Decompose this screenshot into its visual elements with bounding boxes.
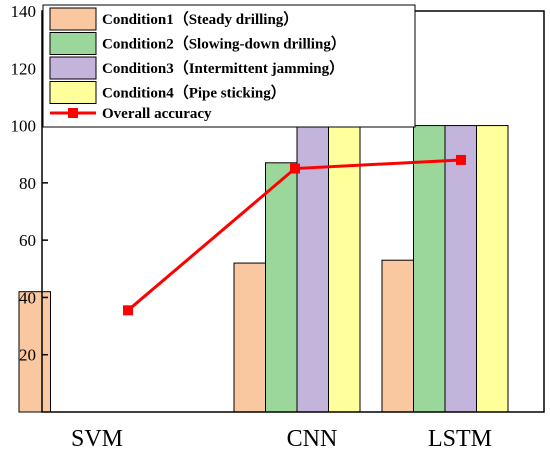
y-tick-label-20: 20: [19, 346, 36, 365]
overall-accuracy-point-cnn: [290, 163, 300, 174]
overall-accuracy-point-lstm: [456, 154, 466, 165]
x-category-label-cnn: CNN: [287, 426, 338, 452]
bar-svm-condition1: [18, 291, 51, 413]
legend-swatch-condition2: [49, 32, 97, 55]
bar-cnn-condition4: [328, 125, 361, 413]
legend-label-overall-accuracy: Overall accuracy: [102, 106, 212, 122]
x-category-label-lstm: LSTM: [428, 426, 492, 452]
bar-cnn-condition2: [265, 162, 298, 413]
x-axis: SVM CNN LSTM: [71, 426, 492, 452]
bars: [18, 125, 509, 413]
y-tick-label-60: 60: [19, 231, 36, 250]
bar-lstm-condition4: [476, 125, 509, 413]
y-axis: 20 40 60 80 100 120 140: [11, 2, 48, 365]
y-tick-label-120: 120: [11, 59, 37, 78]
bar-lstm-condition1: [381, 259, 414, 413]
legend-label-condition3: Condition3（Intermittent jamming）: [102, 59, 344, 77]
legend: Condition1（Steady drilling） Condition2（Sl…: [42, 4, 416, 128]
legend-label-condition2: Condition2（Slowing-down drilling）: [102, 35, 346, 53]
bar-cnn-condition1: [233, 262, 266, 413]
legend-label-condition4: Condition4（Pipe sticking）: [102, 84, 286, 102]
bar-lstm-condition2: [413, 125, 446, 413]
legend-marker-overall-accuracy: [68, 108, 78, 118]
y-tick-label-100: 100: [11, 117, 37, 136]
overall-accuracy-point-svm: [123, 305, 133, 316]
legend-swatch-condition3: [49, 56, 97, 80]
y-tick-label-140: 140: [11, 2, 37, 21]
legend-label-condition1: Condition1（Steady drilling）: [102, 10, 298, 28]
legend-box: [42, 4, 416, 128]
y-tick-label-80: 80: [19, 174, 36, 193]
legend-swatch-condition4: [49, 81, 97, 104]
bar-cnn-condition3: [296, 125, 329, 413]
legend-swatch-condition1: [49, 7, 97, 31]
overall-accuracy-line: [123, 154, 466, 316]
y-tick-label-40: 40: [19, 288, 36, 307]
x-category-label-svm: SVM: [71, 426, 123, 452]
bar-lstm-condition3: [444, 125, 477, 413]
